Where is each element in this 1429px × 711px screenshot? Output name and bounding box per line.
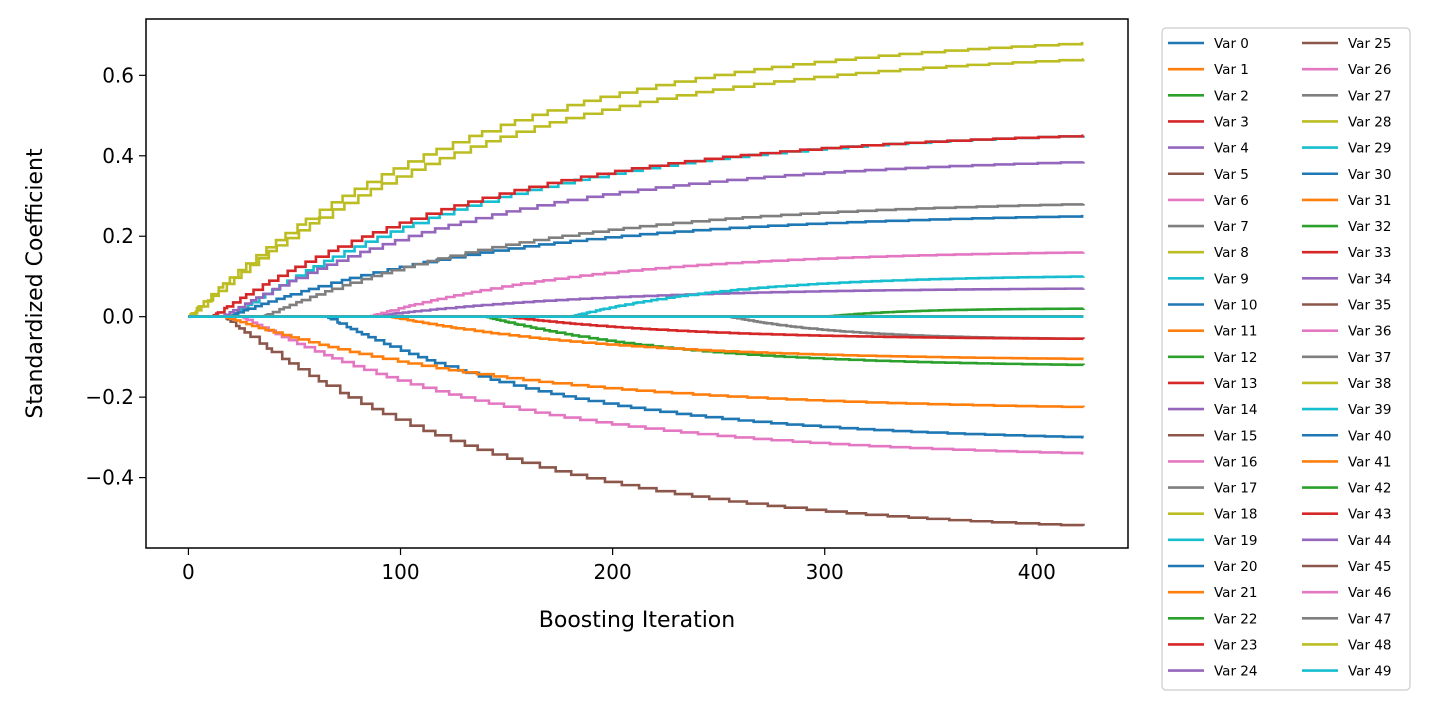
series-line-var-20 — [188, 214, 1084, 318]
legend-label: Var 33 — [1348, 245, 1391, 261]
legend-label: Var 41 — [1348, 454, 1391, 470]
legend-label: Var 12 — [1214, 350, 1257, 366]
series-line-var-33 — [188, 134, 1085, 318]
legend-label: Var 11 — [1214, 324, 1257, 340]
legend-label: Var 14 — [1214, 402, 1257, 418]
legend-label: Var 39 — [1348, 402, 1391, 418]
series-line-var-26 — [188, 315, 1084, 455]
x-tick-label: 300 — [806, 560, 844, 584]
plot-lines — [188, 41, 1085, 527]
legend-label: Var 44 — [1348, 533, 1391, 549]
legend-label: Var 30 — [1348, 167, 1391, 183]
y-tick-label: −0.4 — [85, 466, 134, 490]
legend-label: Var 10 — [1214, 298, 1257, 314]
y-tick-label: −0.2 — [85, 385, 134, 409]
series-line-var-38 — [188, 41, 1084, 318]
x-tick-label: 400 — [1018, 560, 1056, 584]
legend-label: Var 49 — [1348, 664, 1391, 680]
legend-label: Var 48 — [1348, 637, 1391, 653]
series-line-var-37 — [188, 203, 1085, 318]
legend-label: Var 31 — [1348, 193, 1391, 209]
legend-box — [1161, 27, 1411, 691]
legend-label: Var 25 — [1348, 36, 1391, 52]
series-line-var-41 — [188, 315, 1084, 361]
legend-label: Var 2 — [1214, 88, 1249, 104]
legend-label: Var 6 — [1214, 193, 1249, 209]
legend-label: Var 40 — [1348, 428, 1391, 444]
legend-label: Var 22 — [1214, 611, 1257, 627]
y-tick-label: 0.4 — [102, 144, 134, 168]
legend-label: Var 26 — [1348, 62, 1391, 78]
legend-label: Var 28 — [1348, 114, 1391, 130]
y-tick-label: 0.2 — [102, 224, 134, 248]
legend-label: Var 47 — [1348, 611, 1391, 627]
series-line-var-14 — [188, 287, 1085, 318]
legend-label: Var 42 — [1348, 481, 1391, 497]
x-tick-label: 200 — [594, 560, 632, 584]
legend-label: Var 43 — [1348, 507, 1391, 523]
legend-label: Var 37 — [1348, 350, 1391, 366]
legend-label: Var 24 — [1214, 664, 1257, 680]
series-line-var-42 — [188, 307, 1085, 318]
legend-label: Var 35 — [1348, 298, 1391, 314]
series-line-var-10 — [188, 315, 1084, 439]
legend-label: Var 45 — [1348, 559, 1391, 575]
legend-label: Var 36 — [1348, 324, 1391, 340]
series-line-var-8 — [188, 57, 1085, 318]
legend-label: Var 38 — [1348, 376, 1391, 392]
series-line-var-31 — [188, 315, 1085, 409]
x-tick-label: 0 — [182, 560, 195, 584]
legend-label: Var 8 — [1214, 245, 1249, 261]
y-tick-label: 0.6 — [102, 63, 134, 87]
legend-label: Var 7 — [1214, 219, 1249, 235]
legend-label: Var 17 — [1214, 481, 1257, 497]
series-line-var-34 — [188, 161, 1085, 318]
y-axis: −0.4 −0.2 0.0 0.2 0.4 0.6 — [85, 63, 146, 490]
legend-label: Var 29 — [1348, 141, 1391, 157]
legend-label: Var 20 — [1214, 559, 1257, 575]
series-line-var-25 — [188, 315, 1085, 527]
plot-frame — [145, 18, 1129, 549]
legend-label: Var 34 — [1348, 271, 1391, 287]
legend-label: Var 0 — [1214, 36, 1249, 52]
legend-label: Var 19 — [1214, 533, 1257, 549]
legend-label: Var 5 — [1214, 167, 1249, 183]
y-tick-label: 0.0 — [102, 305, 134, 329]
legend-label: Var 27 — [1348, 88, 1391, 104]
legend-label: Var 21 — [1214, 585, 1257, 601]
x-axis: 0 100 200 300 400 — [182, 548, 1056, 584]
legend-label: Var 16 — [1214, 454, 1257, 470]
series-line-var-19 — [188, 275, 1085, 318]
y-axis-label: Standardized Coefficient — [23, 148, 48, 419]
legend: Var 0 Var 1 Var 2 Var 3 Var 4 Var 5 Var 6 Var 7… — [1161, 27, 1411, 691]
series-line-var-43 — [188, 315, 1085, 341]
x-axis-label: Boosting Iteration — [539, 608, 735, 633]
legend-label: Var 13 — [1214, 376, 1257, 392]
legend-label: Var 3 — [1214, 114, 1249, 130]
legend-label: Var 18 — [1214, 507, 1257, 523]
legend-label: Var 15 — [1214, 428, 1257, 444]
legend-label: Var 23 — [1214, 637, 1257, 653]
legend-label: Var 4 — [1214, 141, 1249, 157]
legend-label: Var 46 — [1348, 585, 1391, 601]
x-tick-label: 100 — [381, 560, 419, 584]
legend-label: Var 32 — [1348, 219, 1391, 235]
series-line-var-36 — [188, 251, 1085, 318]
legend-label: Var 1 — [1214, 62, 1249, 78]
legend-label: Var 9 — [1214, 271, 1249, 287]
